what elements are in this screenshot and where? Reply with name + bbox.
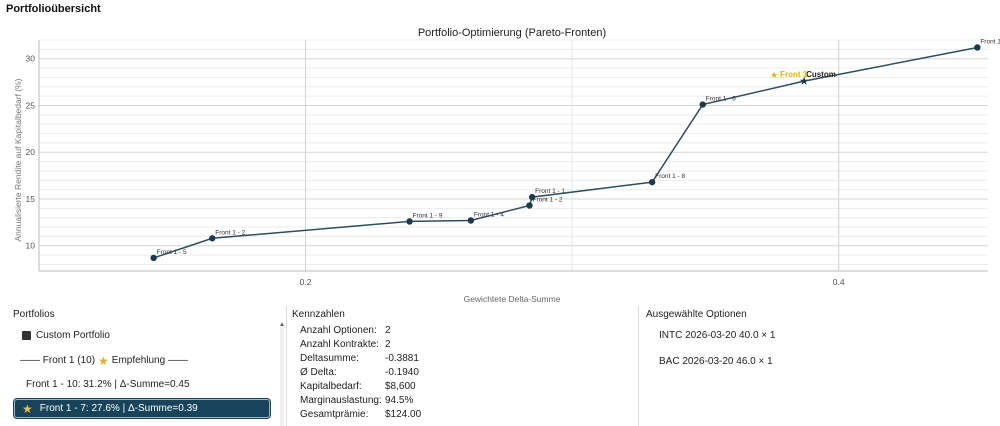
portfolios-scrollbar[interactable] — [280, 322, 284, 426]
kennzahl-value: $124.00 — [385, 409, 422, 420]
point-mark[interactable] — [974, 44, 981, 51]
point-mark[interactable] — [150, 254, 157, 262]
kennzahl-label: Ø Delta: — [300, 367, 337, 378]
list-item[interactable]: Front 1 - 10: 31.2% | Δ-Summe=0.45 — [26, 379, 190, 390]
selected-portfolio-label: Front 1 - 7: 27.6% | Δ-Summe=0.39 — [39, 403, 198, 414]
kennzahl-row: Kapitalbedarf: $8,600 — [300, 381, 421, 395]
point-label: Front 1 - 2 — [215, 229, 245, 236]
panel-divider — [638, 306, 639, 426]
y-tick-label: 10 — [26, 241, 36, 251]
x-tick-label: 0.2 — [300, 277, 312, 287]
kennzahl-row: Deltasumme: -0.3881 — [300, 353, 421, 367]
front-header-suffix: Empfehlung —— — [111, 355, 188, 366]
panel-divider — [286, 306, 287, 426]
ausgewaehlte-title: Ausgewählte Optionen — [646, 309, 747, 320]
y-tick-label: 20 — [26, 147, 36, 157]
point-mark[interactable] — [467, 217, 475, 224]
point-label: Front 1 - 8 — [655, 173, 685, 180]
kennzahl-value: 94.5% — [385, 395, 414, 406]
point-label: Front 1 - — [980, 38, 1000, 45]
point-label: Front 1 - 2 — [532, 197, 562, 204]
kennzahl-row: Anzahl Optionen: 2 — [300, 325, 421, 339]
point-mark[interactable] — [648, 178, 656, 186]
kennzahlen-list: Anzahl Optionen: 2 Anzahl Kontrakte: 2 Del… — [300, 325, 421, 423]
kennzahl-value: -0.1940 — [385, 367, 419, 378]
portfolios-title: Portfolios — [13, 309, 55, 320]
point-label: Front 1 - 5 — [157, 249, 187, 256]
point-mark[interactable] — [406, 218, 413, 225]
x-tick-label: 0.4 — [833, 277, 845, 287]
star-icon: ★ — [22, 401, 33, 416]
point-label: Custom — [806, 70, 836, 79]
y-tick-label: 25 — [26, 100, 36, 110]
point-mark[interactable] — [699, 101, 706, 108]
option-item: BAC 2026-03-20 46.0 × 1 — [659, 356, 773, 367]
kennzahl-row: Ø Delta: -0.1940 — [300, 367, 421, 381]
front-group-header: —— Front 1 (10) ★ Empfehlung —— — [20, 353, 188, 368]
selected-portfolio-item[interactable]: ★ Front 1 - 7: 27.6% | Δ-Summe=0.39 — [13, 398, 271, 419]
kennzahl-value: -0.3881 — [385, 353, 419, 364]
y-tick-label: 15 — [26, 194, 36, 204]
recommend-star-icon: ★ — [770, 71, 778, 81]
pareto-chart: Portfolio-Optimierung (Pareto-Fronten) G… — [13, 27, 1000, 304]
kennzahl-value: 2 — [385, 325, 391, 336]
scroll-up-icon[interactable]: ▲ — [279, 322, 285, 328]
kennzahl-value: $8,600 — [385, 381, 416, 392]
y-tick-label: 30 — [26, 54, 36, 64]
kennzahl-label: Gesamtprämie: — [300, 409, 369, 420]
recommended-label: Front 1 — [780, 70, 808, 79]
point-label: Front 1 - 6 — [706, 96, 736, 103]
point-mark[interactable] — [526, 202, 533, 209]
option-item: INTC 2026-03-20 40.0 × 1 — [659, 330, 776, 341]
page-title: Portfolioübersicht — [6, 3, 101, 15]
kennzahl-label: Marginauslastung: — [300, 395, 382, 406]
y-axis-label: Annualisierte Rendite auf Kapitalbedarf … — [13, 78, 23, 241]
kennzahl-label: Anzahl Optionen: — [300, 325, 377, 336]
kennzahl-row: Gesamtprämie: $124.00 — [300, 409, 421, 423]
kennzahlen-title: Kennzahlen — [292, 309, 345, 320]
kennzahl-value: 2 — [385, 339, 391, 350]
point-label: Front 1 - 9 — [413, 212, 443, 219]
kennzahl-row: Anzahl Kontrakte: 2 — [300, 339, 421, 353]
x-axis-label: Gewichtete Delta-Summe — [464, 294, 561, 304]
kennzahl-label: Kapitalbedarf: — [300, 381, 362, 392]
front-header-label: —— Front 1 (10) — [20, 355, 96, 366]
custom-portfolio-item[interactable]: Custom Portfolio — [22, 330, 110, 341]
custom-portfolio-label: Custom Portfolio — [36, 330, 110, 341]
kennzahl-label: Deltasumme: — [300, 353, 359, 364]
point-label: Front 1 - 4 — [474, 211, 504, 218]
kennzahl-row: Marginauslastung: 94.5% — [300, 395, 421, 409]
custom-point-mark[interactable] — [799, 76, 809, 85]
series-line — [153, 46, 978, 259]
chart-title: Portfolio-Optimierung (Pareto-Fronten) — [418, 27, 606, 39]
point-mark[interactable] — [209, 235, 216, 242]
portfolio-square-icon — [22, 331, 31, 340]
star-icon: ★ — [98, 353, 109, 368]
point-label: Front 1 - 1 — [535, 188, 565, 195]
point-mark[interactable] — [528, 193, 536, 201]
kennzahl-label: Anzahl Kontrakte: — [300, 339, 379, 350]
